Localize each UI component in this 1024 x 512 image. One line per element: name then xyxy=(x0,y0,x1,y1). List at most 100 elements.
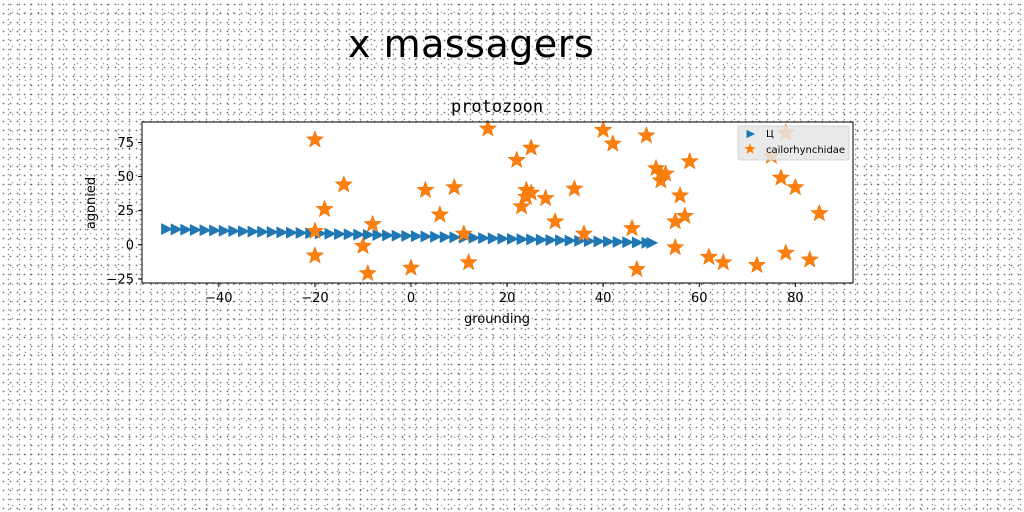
series-1-point xyxy=(362,228,375,241)
series-1-point xyxy=(372,229,385,242)
data-marks xyxy=(161,119,829,282)
plot-frame xyxy=(141,121,854,284)
series-1-point xyxy=(420,230,433,243)
legend-triangle-shape xyxy=(746,129,755,139)
series-2-point xyxy=(656,164,675,182)
x-tick-label: 40 xyxy=(595,291,612,306)
series-2-point xyxy=(810,203,829,222)
x-tick-label: −40 xyxy=(205,291,232,306)
plot-area-background xyxy=(142,122,853,283)
series-2-point xyxy=(454,224,474,242)
series-2-point xyxy=(565,179,584,197)
legend-marker-star xyxy=(744,143,756,154)
series-1-point xyxy=(497,232,510,245)
series-1-point xyxy=(391,229,404,242)
series-2-point xyxy=(521,183,541,201)
series-2-point xyxy=(574,224,594,242)
series-1-point xyxy=(593,235,606,248)
y-tick-label: 50 xyxy=(117,170,134,185)
series-2-point xyxy=(521,138,541,156)
series-2-point xyxy=(353,236,373,255)
series-2-point xyxy=(593,120,613,139)
series-2-point xyxy=(445,177,464,196)
y-tick-label: 25 xyxy=(117,204,134,219)
series-1-point xyxy=(382,229,395,242)
series-1-point xyxy=(535,233,548,246)
series-2-point xyxy=(416,180,435,199)
series-2-point xyxy=(699,247,719,265)
series-2-point xyxy=(675,206,695,225)
series-1-point xyxy=(478,232,491,245)
series-2-point xyxy=(776,243,795,261)
series-2-point xyxy=(622,218,642,237)
series-2-point xyxy=(545,211,565,230)
series-2-point xyxy=(800,250,819,268)
y-tick-label: 0 xyxy=(126,238,134,253)
series-2-point xyxy=(430,205,450,223)
series-2-point xyxy=(627,259,647,278)
series-1-point xyxy=(545,234,558,246)
series-2-point xyxy=(459,252,478,271)
y-axis-ticks: −25 0 25 50 75 xyxy=(107,136,142,287)
legend-marker-triangle xyxy=(746,129,755,139)
series-2-point xyxy=(536,188,555,207)
series-1-point xyxy=(526,233,539,246)
series-2-point xyxy=(305,245,325,264)
series-2-point xyxy=(305,221,325,240)
series-2-point xyxy=(666,237,685,256)
series-1-point xyxy=(343,228,356,241)
series-1-point xyxy=(199,224,212,237)
series-1-point xyxy=(507,232,519,245)
series-1-point xyxy=(555,234,567,247)
series-1-point xyxy=(257,225,270,238)
legend-box xyxy=(737,125,850,161)
x-tick-label: 60 xyxy=(691,291,708,306)
series-1-point xyxy=(430,230,443,243)
series-2-point xyxy=(512,196,531,215)
series-1-point xyxy=(622,236,635,249)
series-1-point xyxy=(449,231,462,244)
series-1-point xyxy=(286,226,298,239)
x-tick-label: 80 xyxy=(787,291,804,306)
series-2-point xyxy=(315,199,334,218)
series-1-point xyxy=(516,233,529,246)
y-tick-label: 75 xyxy=(117,136,134,151)
series-2-point xyxy=(305,130,325,148)
x-tick-label: 0 xyxy=(407,291,415,306)
series-1-point xyxy=(334,228,346,240)
series-1-point xyxy=(189,223,202,236)
legend-label-series-1: Ц xyxy=(766,129,774,140)
series-2-point xyxy=(680,151,699,170)
series-1-point xyxy=(353,228,366,241)
series-1-point xyxy=(228,225,241,237)
series-1-point xyxy=(170,223,183,236)
x-axis-label: grounding xyxy=(464,312,530,327)
series-2-point xyxy=(637,125,656,144)
series-1-point xyxy=(295,226,308,239)
series-2-point xyxy=(603,134,623,152)
series-1-point xyxy=(401,229,414,242)
legend-star-shape xyxy=(744,143,756,154)
series-1-point xyxy=(247,225,260,238)
series-2-point xyxy=(747,255,767,274)
y-axis-label: agonied xyxy=(84,177,99,229)
series-2-point xyxy=(670,185,690,204)
series-1-point xyxy=(439,231,452,243)
series-2-point xyxy=(771,168,791,186)
series-1-point xyxy=(218,224,231,237)
series-1-point xyxy=(603,235,615,248)
series-1-point xyxy=(276,226,289,239)
series-2-point xyxy=(358,263,378,282)
series-1-point xyxy=(612,235,625,248)
series-2-point xyxy=(507,150,526,169)
series-1-point xyxy=(237,225,250,238)
series-2-point xyxy=(478,119,498,137)
legend-label-series-2: cailorhynchidae xyxy=(766,145,845,156)
series-2-point xyxy=(714,252,733,271)
series-1-point xyxy=(209,224,222,237)
x-axis-ticks: −40 −20 0 20 40 60 80 xyxy=(205,283,804,306)
chart-title: protozoon xyxy=(451,97,543,117)
x-tick-label: 20 xyxy=(499,291,516,306)
page-title: x massagers xyxy=(348,22,595,66)
